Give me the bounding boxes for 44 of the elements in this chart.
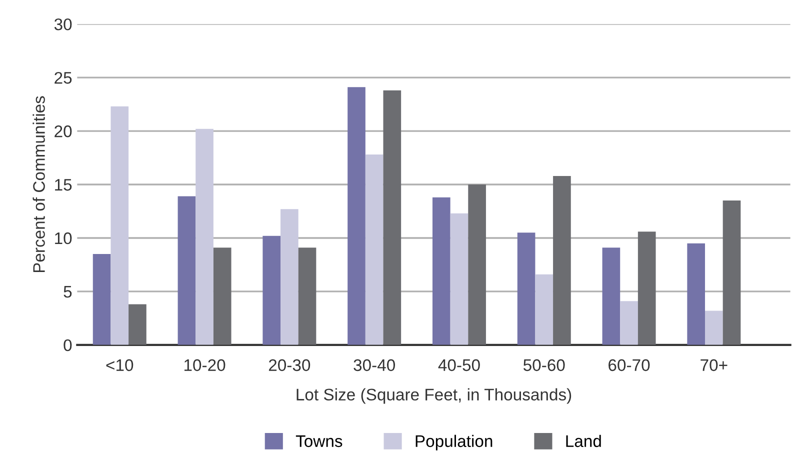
y-tick-label: 5	[64, 286, 72, 298]
x-tick-label: 30-40	[354, 359, 395, 372]
bar	[602, 248, 620, 345]
bar	[196, 128, 214, 345]
bar	[620, 301, 638, 345]
x-tick-label: 10-20	[184, 359, 226, 372]
bar	[128, 304, 146, 345]
bar	[280, 209, 298, 345]
bar	[705, 310, 723, 345]
bar	[92, 254, 111, 345]
x-tick-label: 20-30	[268, 359, 310, 372]
bar	[110, 106, 129, 345]
bar	[638, 232, 656, 345]
bar	[213, 248, 232, 345]
bar	[687, 243, 706, 345]
bar	[553, 176, 571, 345]
bar	[722, 200, 741, 345]
bar	[517, 232, 536, 345]
y-tick-label: 25	[54, 72, 72, 84]
bar	[365, 154, 384, 345]
x-tick-label: <10	[106, 359, 134, 372]
bar	[383, 90, 402, 345]
bar	[468, 184, 486, 345]
y-tick-label: 15	[55, 179, 72, 191]
bar	[450, 213, 468, 345]
y-tick-label: 0	[64, 339, 72, 352]
x-tick-label: 40-50	[438, 359, 480, 372]
bar	[178, 196, 196, 345]
y-tick-label: 10	[55, 232, 72, 244]
legend-label: Land	[566, 434, 601, 448]
legend-label: Population	[416, 434, 492, 450]
x-axis-title: Lot Size (Square Feet, in Thousands)	[296, 388, 572, 404]
legend-label: Towns	[296, 435, 342, 448]
bar	[262, 236, 281, 345]
y-tick-label: 20	[54, 125, 72, 138]
x-tick-label: 60-70	[608, 359, 650, 372]
y-axis-title: Percent of Communities	[32, 96, 45, 272]
bar	[535, 274, 554, 345]
bar	[432, 197, 450, 345]
bar	[348, 87, 366, 345]
x-tick-label: 70+	[700, 359, 728, 372]
bar	[298, 248, 316, 345]
x-tick-label: 50-60	[523, 359, 565, 372]
y-tick-label: 30	[54, 18, 72, 30]
